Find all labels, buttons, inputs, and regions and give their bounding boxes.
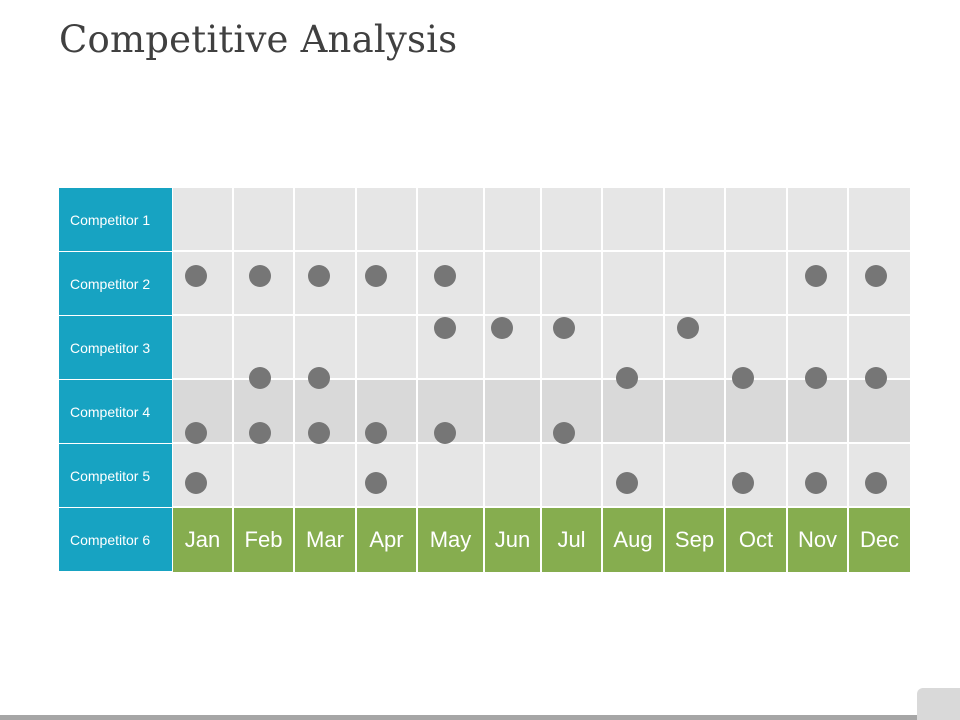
marker-dot	[185, 422, 207, 444]
month-label: Oct	[726, 508, 788, 572]
marker-dot	[865, 472, 887, 494]
grid-cell	[542, 188, 603, 252]
competitor-label: Competitor 2	[59, 252, 172, 316]
grid-cell	[357, 188, 418, 252]
marker-dot	[677, 317, 699, 339]
month-label: Apr	[357, 508, 418, 572]
month-label: Aug	[603, 508, 665, 572]
grid-cell	[726, 380, 788, 444]
marker-dot	[732, 472, 754, 494]
grid-cell	[849, 380, 912, 444]
marker-dot	[434, 317, 456, 339]
marker-dot	[308, 422, 330, 444]
marker-dot	[553, 317, 575, 339]
marker-dot	[491, 317, 513, 339]
grid-cell	[357, 316, 418, 380]
month-label: Dec	[849, 508, 912, 572]
grid-cell	[295, 188, 357, 252]
marker-dot	[553, 422, 575, 444]
marker-dot	[365, 472, 387, 494]
marker-dot	[308, 367, 330, 389]
grid-cell	[234, 444, 295, 508]
grid-cell	[173, 316, 234, 380]
grid-cell	[234, 188, 295, 252]
month-label: May	[418, 508, 485, 572]
month-label: Feb	[234, 508, 295, 572]
grid-cell	[485, 188, 542, 252]
footer-bar	[0, 715, 960, 720]
grid-cell	[295, 444, 357, 508]
marker-dot	[732, 367, 754, 389]
grid-cell	[665, 252, 726, 316]
month-label: Nov	[788, 508, 849, 572]
grid-cell	[418, 188, 485, 252]
competitor-label: Competitor 3	[59, 316, 172, 380]
grid-cell	[603, 252, 665, 316]
grid-cell	[788, 188, 849, 252]
marker-dot	[185, 265, 207, 287]
grid-cell	[485, 380, 542, 444]
marker-dot	[865, 367, 887, 389]
month-label: Jul	[542, 508, 603, 572]
grid-cell	[542, 252, 603, 316]
month-label: Mar	[295, 508, 357, 572]
marker-dot	[434, 422, 456, 444]
grid-cell	[357, 252, 418, 316]
marker-dot	[308, 265, 330, 287]
marker-dot	[185, 472, 207, 494]
page-title: Competitive Analysis	[59, 18, 458, 61]
grid-cell	[726, 252, 788, 316]
grid-cell	[173, 188, 234, 252]
grid-cell	[726, 188, 788, 252]
grid-cell	[665, 380, 726, 444]
grid-cell	[849, 188, 912, 252]
competitor-label: Competitor 4	[59, 380, 172, 444]
grid-cell	[788, 380, 849, 444]
grid-cell	[485, 252, 542, 316]
month-label: Jan	[173, 508, 234, 572]
competitor-label: Competitor 6	[59, 508, 172, 572]
grid-cell	[485, 444, 542, 508]
grid-cell	[603, 380, 665, 444]
marker-dot	[616, 472, 638, 494]
marker-dot	[249, 367, 271, 389]
competitor-label: Competitor 1	[59, 188, 172, 252]
month-label: Sep	[665, 508, 726, 572]
month-label: Jun	[485, 508, 542, 572]
competitive-analysis-grid: Competitor 1 Competitor 2 Competitor 3 Comp…	[59, 188, 912, 572]
marker-dot	[249, 265, 271, 287]
grid-cell	[542, 444, 603, 508]
grid-cell	[665, 444, 726, 508]
marker-dot	[865, 265, 887, 287]
marker-dot	[249, 422, 271, 444]
grid-cell	[665, 188, 726, 252]
slide-corner-tab	[917, 688, 960, 720]
marker-dot	[616, 367, 638, 389]
grid-cell	[603, 188, 665, 252]
marker-dot	[805, 472, 827, 494]
marker-dot	[805, 367, 827, 389]
marker-dot	[805, 265, 827, 287]
marker-dot	[365, 265, 387, 287]
grid-cell	[357, 380, 418, 444]
marker-dot	[365, 422, 387, 444]
grid-cell	[418, 444, 485, 508]
marker-dot	[434, 265, 456, 287]
competitor-label: Competitor 5	[59, 444, 172, 508]
